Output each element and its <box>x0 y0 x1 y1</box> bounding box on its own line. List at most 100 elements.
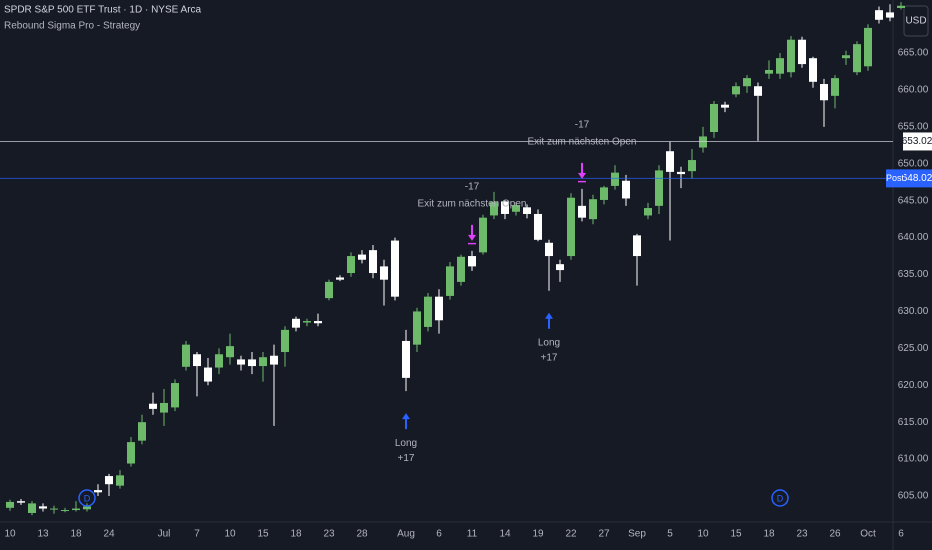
candle-body <box>83 506 91 510</box>
candle-body <box>17 501 25 503</box>
candle-body <box>710 103 718 133</box>
currency[interactable]: USD <box>905 16 926 27</box>
candle-body <box>556 264 564 271</box>
candle-body <box>875 10 883 20</box>
x-tick-label: 18 <box>70 529 82 540</box>
candle-body <box>897 5 905 8</box>
candle-body <box>336 277 344 280</box>
y-tick-label: 620.00 <box>898 380 929 391</box>
signal-label: Long <box>538 337 560 348</box>
long-arrow <box>402 413 410 430</box>
candle-body <box>820 84 828 101</box>
signal-label: Exit zum nächsten Open <box>528 137 637 148</box>
candle-body <box>6 501 14 508</box>
candle-body <box>391 240 399 297</box>
candle-body <box>127 442 135 464</box>
candle-body <box>523 207 531 214</box>
candle-body <box>347 256 355 274</box>
x-tick-label: 10 <box>224 529 236 540</box>
candle-body <box>413 311 421 345</box>
x-tick-label: 6 <box>436 529 442 540</box>
y-tick-label: 605.00 <box>898 491 929 502</box>
y-tick-label: 655.00 <box>898 121 929 132</box>
candle-body <box>655 170 663 206</box>
candle-body <box>270 355 278 365</box>
candle-body <box>567 197 575 257</box>
candle-body <box>402 340 410 378</box>
x-tick-label: 26 <box>829 529 841 540</box>
candle-body <box>853 44 861 73</box>
candle-body <box>864 27 872 67</box>
candle-body <box>204 367 212 382</box>
dividend-label: D <box>777 493 784 503</box>
signal-qty: -17 <box>465 182 480 193</box>
price-tag-name-box <box>886 169 904 188</box>
candle-body <box>138 422 146 441</box>
y-tick-label: 650.00 <box>898 158 929 169</box>
x-tick-label: 10 <box>697 529 709 540</box>
y-tick-label: 630.00 <box>898 306 929 317</box>
candle-body <box>457 256 465 282</box>
candle-body <box>589 199 597 220</box>
candle-body <box>171 383 179 408</box>
candle-body <box>798 39 806 65</box>
candle-body <box>512 205 520 212</box>
candle-body <box>369 250 377 274</box>
candle-body <box>688 160 696 172</box>
signal-qty: -17 <box>575 120 590 131</box>
candle-body <box>303 321 311 323</box>
chart-subtitle: Rebound Sigma Pro - Strategy <box>4 21 140 32</box>
candle-body <box>182 344 190 367</box>
candle-body <box>754 86 762 96</box>
candle-body <box>259 357 267 367</box>
x-tick-label: Aug <box>397 529 415 540</box>
x-tick-label: 22 <box>565 529 577 540</box>
candle-body <box>809 58 817 82</box>
x-tick-label: 27 <box>598 529 610 540</box>
x-tick-label: 5 <box>667 529 673 540</box>
y-tick-label: 625.00 <box>898 343 929 354</box>
candle-body <box>765 69 773 74</box>
candle-body <box>677 171 685 175</box>
candle-body <box>380 266 388 280</box>
x-tick-label: 24 <box>103 529 115 540</box>
y-tick-label: 610.00 <box>898 454 929 465</box>
candle-body <box>534 213 542 240</box>
candle-body <box>248 359 256 367</box>
dividend-marker <box>78 489 96 507</box>
x-tick-label: 19 <box>532 529 544 540</box>
y-tick-label: 645.00 <box>898 195 929 206</box>
candle-body <box>721 104 729 108</box>
x-tick-label: 6 <box>898 529 904 540</box>
x-tick-label: 18 <box>290 529 302 540</box>
candle-body <box>435 296 443 321</box>
x-tick-label: 13 <box>37 529 49 540</box>
currency-box[interactable] <box>903 5 929 37</box>
signal-qty: +17 <box>541 352 558 363</box>
candle-body <box>732 86 740 95</box>
candle-body <box>61 510 69 512</box>
candle-body <box>105 476 113 485</box>
candle-body <box>831 78 839 96</box>
candle-body <box>281 329 289 353</box>
candle-body <box>545 242 553 257</box>
candle-body <box>446 266 454 296</box>
x-tick-label: 7 <box>194 529 200 540</box>
candle-body <box>424 296 432 327</box>
candle-body <box>699 136 707 148</box>
x-tick-label: Sep <box>628 529 646 540</box>
y-tick-label: 665.00 <box>898 48 929 59</box>
candle-body <box>600 187 608 200</box>
candle-body <box>468 256 476 267</box>
price-tag-name: Post <box>886 173 905 183</box>
candle-body <box>149 403 157 409</box>
candle-body <box>193 354 201 367</box>
price-tag-label: 648.02 <box>902 173 932 184</box>
candle-body <box>116 475 124 486</box>
x-tick-label: 23 <box>323 529 335 540</box>
x-tick-label: Oct <box>860 529 876 540</box>
long-arrow <box>545 312 553 329</box>
price-tag <box>903 132 932 151</box>
y-tick-label: 640.00 <box>898 232 929 243</box>
